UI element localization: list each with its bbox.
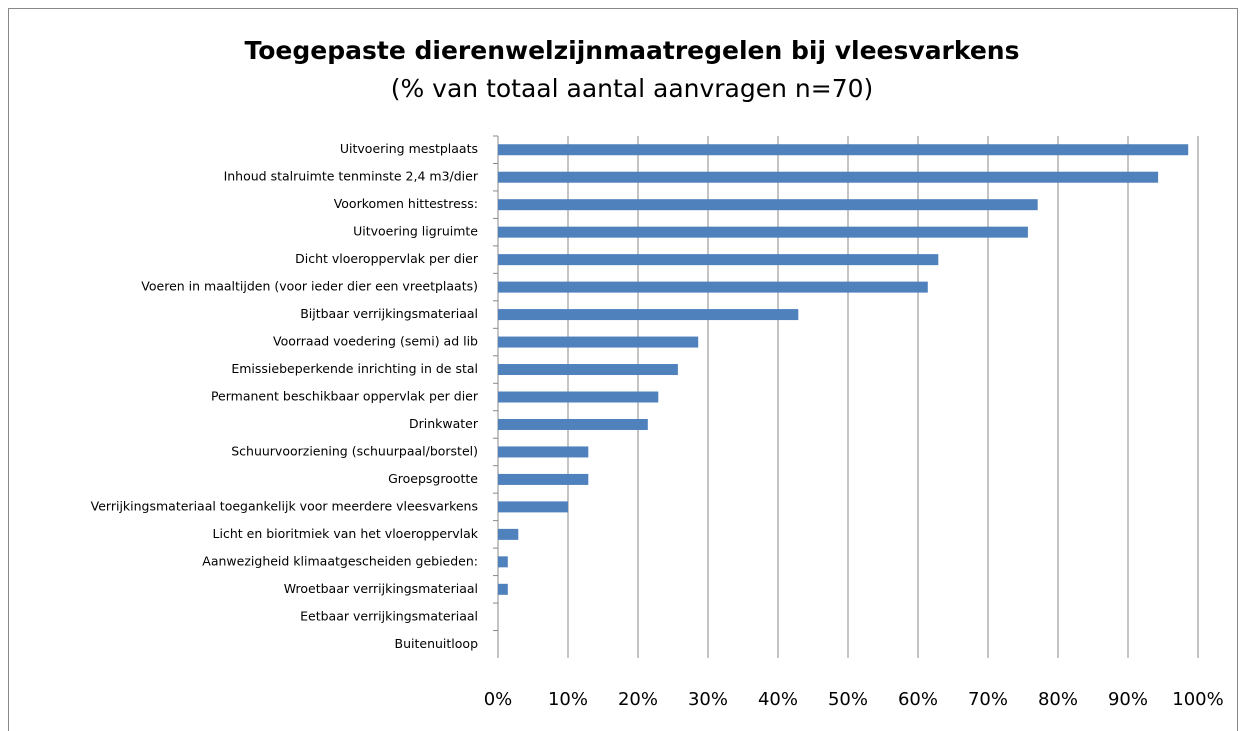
x-tick-label: 40%: [758, 689, 798, 710]
x-tick-label: 70%: [968, 689, 1008, 710]
bar: [498, 583, 508, 595]
y-tick-label: Voorkomen hittestress:: [334, 196, 478, 211]
y-tick-label: Voeren in maaltijden (voor ieder dier ee…: [141, 279, 478, 294]
y-tick-label: Aanwezigheid klimaatgescheiden gebieden:: [202, 553, 478, 568]
y-tick-label: Emissiebeperkende inrichting in de stal: [231, 361, 478, 376]
y-tick-label: Buitenuitloop: [395, 636, 479, 651]
bar: [498, 254, 939, 266]
y-tick-label: Wroetbaar verrijkingsmateriaal: [284, 581, 478, 596]
x-tick-label: 100%: [1172, 689, 1223, 710]
bar: [498, 309, 799, 321]
y-tick-label: Licht en bioritmiek van het vloeroppervl…: [213, 526, 479, 541]
bar: [498, 226, 1028, 238]
bar: [498, 391, 659, 403]
chart-subtitle: (% van totaal aantal aanvragen n=70): [391, 74, 874, 103]
bar: [498, 199, 1038, 211]
y-tick-label: Inhoud stalruimte tenminste 2,4 m3/dier: [224, 169, 479, 184]
x-tick-label: 80%: [1038, 689, 1078, 710]
x-tick-label: 10%: [548, 689, 588, 710]
bar: [498, 144, 1189, 156]
y-tick-label: Groepsgrootte: [388, 471, 478, 486]
x-tick-label: 30%: [688, 689, 728, 710]
chart-title: Toegepaste dierenwelzijnmaatregelen bij …: [245, 36, 1020, 65]
bar: [498, 473, 589, 485]
y-tick-label: Drinkwater: [409, 416, 479, 431]
bar: [498, 528, 519, 540]
x-tick-label: 0%: [484, 689, 513, 710]
y-tick-label: Dicht vloeroppervlak per dier: [295, 251, 479, 266]
chart-frame: [8, 8, 1238, 731]
y-tick-label: Uitvoering mestplaats: [340, 141, 478, 156]
bar: [498, 364, 678, 376]
y-tick-label: Eetbaar verrijkingsmateriaal: [300, 608, 478, 623]
bar: [498, 171, 1159, 183]
y-tick-label: Uitvoering ligruimte: [353, 224, 478, 239]
bar: [498, 556, 508, 568]
y-tick-label: Permanent beschikbaar oppervlak per dier: [211, 389, 479, 404]
y-tick-label: Bijtbaar verrijkingsmateriaal: [300, 306, 478, 321]
bar: [498, 281, 928, 293]
bar: [498, 418, 648, 430]
y-tick-label: Schuurvoorziening (schuurpaal/borstel): [231, 443, 478, 458]
x-tick-label: 90%: [1108, 689, 1148, 710]
x-tick-label: 20%: [618, 689, 658, 710]
x-tick-label: 50%: [828, 689, 868, 710]
bar: [498, 336, 699, 348]
y-tick-label: Verrijkingsmateriaal toegankelijk voor m…: [91, 498, 478, 513]
y-tick-label: Voorraad voedering (semi) ad lib: [273, 334, 478, 349]
x-tick-label: 60%: [898, 689, 938, 710]
bar: [498, 446, 589, 458]
bar: [498, 501, 568, 513]
